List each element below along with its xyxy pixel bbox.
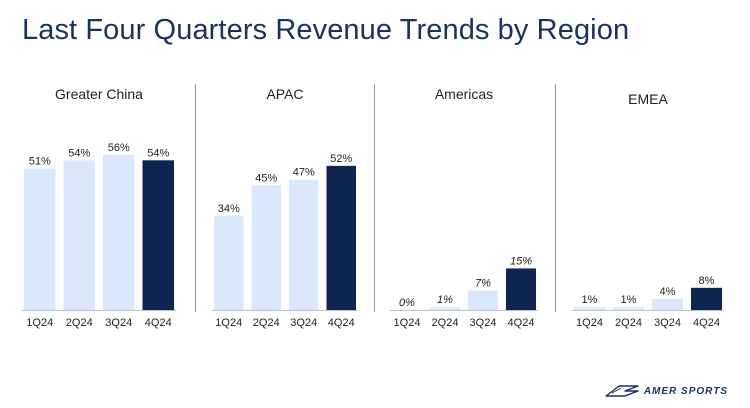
emea-chart: 1% 1Q24 1% 2Q24 4% 3Q24 8% 4Q24 — [572, 275, 724, 329]
data-label: 7% — [475, 278, 491, 290]
data-label: 8% — [699, 275, 715, 287]
data-label: 56% — [108, 142, 130, 154]
x-tick-label: 2Q24 — [253, 317, 280, 329]
x-tick-label: 3Q24 — [470, 317, 497, 329]
x-tick-label: 3Q24 — [654, 317, 681, 329]
x-tick-label: 4Q24 — [328, 317, 355, 329]
data-label: 1% — [437, 294, 453, 306]
data-label: 45% — [255, 172, 277, 184]
greater-china-chart: 51% 1Q24 54% 2Q24 56% 3Q24 54% 4Q24 — [22, 142, 176, 329]
bar-2q24 — [251, 185, 281, 310]
panel-divider — [555, 84, 556, 312]
panel-americas: Americas 0% 1Q24 1% 2Q24 7% 3Q24 15% 4Q24 — [384, 82, 544, 334]
x-tick-label: 1Q24 — [215, 317, 242, 329]
panel-title-emea: EMEA — [628, 91, 668, 107]
logo-text: AMER SPORTS — [643, 385, 728, 397]
bar-2q24 — [430, 307, 460, 310]
bar-2q24 — [63, 160, 95, 310]
data-label: 4% — [660, 286, 676, 298]
panel-apac: APAC 34% 1Q24 45% 2Q24 47% 3Q24 52% 4Q24 — [206, 82, 364, 334]
data-label: 1% — [582, 294, 598, 306]
data-label: 1% — [621, 294, 637, 306]
amer-sports-logo-icon — [605, 385, 639, 397]
x-tick-label: 4Q24 — [145, 317, 172, 329]
panel-divider — [195, 84, 196, 312]
bar-1q24 — [24, 168, 56, 310]
x-tick-label: 3Q24 — [105, 317, 132, 329]
data-label: 47% — [293, 167, 315, 179]
x-tick-label: 1Q24 — [394, 317, 421, 329]
panel-divider — [374, 84, 375, 312]
bar-1q24 — [574, 307, 605, 310]
x-tick-label: 2Q24 — [615, 317, 642, 329]
bar-4q24 — [691, 287, 722, 310]
x-tick-label: 2Q24 — [432, 317, 459, 329]
bar-4q24 — [326, 165, 356, 310]
bar-3q24 — [103, 154, 135, 310]
x-tick-label: 4Q24 — [693, 317, 720, 329]
data-label: 0% — [399, 297, 415, 309]
x-tick-label: 1Q24 — [576, 317, 603, 329]
x-tick-label: 1Q24 — [26, 317, 53, 329]
bar-3q24 — [289, 179, 319, 310]
data-label: 54% — [147, 147, 169, 159]
bar-3q24 — [652, 298, 683, 310]
americas-chart: 0% 1Q24 1% 2Q24 7% 3Q24 15% 4Q24 — [390, 255, 538, 329]
data-label: 54% — [68, 147, 90, 159]
apac-chart: 34% 1Q24 45% 2Q24 47% 3Q24 52% 4Q24 — [212, 153, 358, 329]
amer-sports-logo: AMER SPORTS — [605, 384, 728, 398]
data-label: 51% — [29, 156, 51, 168]
bar-1q24 — [214, 215, 244, 310]
data-label: 15% — [510, 255, 532, 267]
panel-emea: EMEA 1% 1Q24 1% 2Q24 4% 3Q24 8% 4Q24 — [566, 82, 730, 334]
panel-title-apac: APAC — [266, 86, 304, 102]
x-tick-label: 4Q24 — [508, 317, 535, 329]
x-tick-label: 2Q24 — [66, 317, 93, 329]
bar-3q24 — [468, 290, 498, 310]
bar-2q24 — [613, 307, 644, 310]
panel-title-americas: Americas — [434, 86, 494, 102]
data-label: 52% — [330, 153, 352, 165]
panel-greater-china: Greater China 51% 1Q24 54% 2Q24 56% 3Q24 54% 4Q… — [16, 82, 182, 334]
panel-title-greater-china: Greater China — [55, 86, 143, 102]
bar-4q24 — [142, 160, 174, 310]
bar-4q24 — [506, 268, 536, 310]
x-tick-label: 3Q24 — [290, 317, 317, 329]
data-label: 34% — [218, 203, 240, 215]
page-title: Last Four Quarters Revenue Trends by Reg… — [22, 14, 630, 46]
